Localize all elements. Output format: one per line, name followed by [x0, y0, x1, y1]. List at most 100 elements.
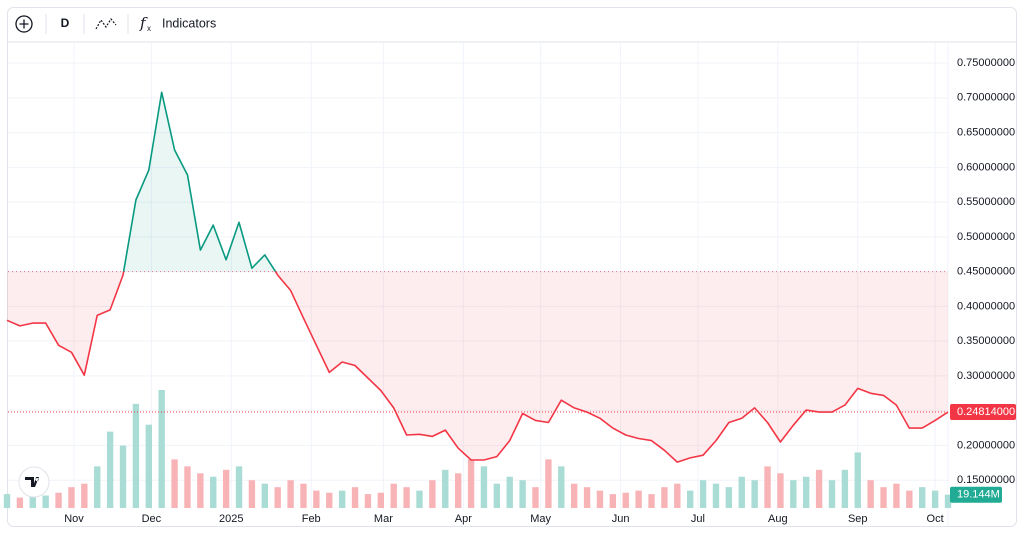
- volume-bar: [235, 466, 243, 508]
- volume-bar: [583, 487, 591, 508]
- volume-bar: [171, 459, 178, 508]
- volume-bar: [493, 483, 501, 508]
- volume-bar: [622, 492, 629, 508]
- y-tick-label: 0.70000000: [957, 92, 1015, 104]
- y-tick-label: 0.40000000: [957, 300, 1015, 312]
- y-tick-label: 0.75000000: [957, 57, 1015, 69]
- volume-bar: [648, 494, 655, 508]
- volume-bar: [261, 483, 268, 508]
- y-tick-label: 0.50000000: [957, 231, 1015, 243]
- volume-bar: [674, 483, 681, 508]
- x-tick-label: Oct: [927, 513, 944, 525]
- volume-bar: [29, 490, 36, 508]
- volume-bar: [790, 480, 797, 508]
- x-tick-label: Apr: [455, 513, 472, 525]
- volume-bar: [377, 492, 385, 508]
- volume-bar: [106, 431, 114, 508]
- indicators-icon[interactable]: x: [147, 24, 151, 33]
- volume-bar: [661, 487, 668, 508]
- volume-bar: [429, 480, 436, 508]
- volume-bar: [442, 469, 449, 508]
- volume-bar: [596, 490, 604, 508]
- logo-mark: [25, 477, 39, 487]
- volume-bar: [699, 480, 707, 508]
- volume-bar: [480, 466, 488, 508]
- indicators-icon[interactable]: f: [139, 14, 148, 32]
- volume-bar: [880, 487, 887, 508]
- volume-bar: [609, 494, 617, 508]
- volume-bar: [467, 459, 475, 508]
- volume-bar: [764, 466, 771, 508]
- y-tick-label: 0.60000000: [957, 161, 1015, 173]
- volume-bar: [403, 487, 410, 508]
- x-tick-label: 2025: [219, 513, 243, 525]
- last-price-label: 0.24814000: [957, 406, 1015, 418]
- volume-bar: [841, 469, 849, 508]
- x-tick-label: Feb: [302, 513, 321, 525]
- volume-bar: [3, 494, 11, 508]
- volume-bar: [42, 495, 49, 508]
- y-tick-label: 0.30000000: [957, 370, 1015, 382]
- volume-bar: [416, 490, 423, 508]
- volume-bar: [338, 490, 346, 508]
- y-tick-label: 0.45000000: [957, 266, 1015, 278]
- x-tick-label: Mar: [374, 513, 393, 525]
- volume-bar: [803, 476, 810, 508]
- volume-bar: [313, 490, 320, 508]
- volume-bar: [158, 390, 165, 508]
- volume-bar: [738, 476, 745, 508]
- volume-bar: [635, 490, 642, 508]
- x-tick-label: Nov: [64, 513, 84, 525]
- volume-bar: [558, 466, 565, 508]
- add-icon: [15, 15, 33, 33]
- volume-bar: [532, 487, 539, 508]
- interval-button[interactable]: D: [61, 16, 70, 30]
- y-tick-label: 0.35000000: [957, 335, 1015, 347]
- volume-bar: [248, 480, 256, 508]
- volume-bar: [828, 480, 836, 508]
- x-tick-label: Sep: [848, 513, 868, 525]
- x-tick-label: Jun: [612, 513, 630, 525]
- volume-bar: [777, 473, 784, 508]
- volume-bar: [132, 403, 140, 508]
- volume-bar: [712, 483, 720, 508]
- volume-bar: [197, 473, 204, 508]
- price-line: [6, 91, 949, 463]
- x-tick-label: Aug: [768, 513, 788, 525]
- volume-bar: [390, 483, 397, 508]
- volume-bar: [274, 487, 281, 508]
- y-tick-label: 0.15000000: [957, 474, 1015, 486]
- indicators-button[interactable]: Indicators: [162, 16, 216, 30]
- add-button[interactable]: [15, 15, 33, 33]
- volume-bar: [519, 480, 526, 508]
- last-volume-box: [950, 486, 1002, 503]
- volume-bar: [944, 494, 952, 508]
- volume-bar: [68, 487, 75, 508]
- logo[interactable]: [18, 466, 50, 498]
- volume-bar: [545, 459, 552, 508]
- y-tick-label: 0.20000000: [957, 439, 1015, 451]
- add-icon: [19, 19, 29, 29]
- plot: [3, 43, 952, 510]
- volume-bar: [351, 487, 359, 508]
- volume-bar: [81, 483, 88, 508]
- volume-bar: [906, 490, 913, 508]
- volume-bar: [931, 490, 939, 508]
- volume-bar: [867, 480, 874, 508]
- volume-bar: [815, 469, 823, 508]
- x-tick-label: Jul: [691, 513, 705, 525]
- chart-type-button[interactable]: [95, 17, 117, 30]
- y-tick-label: 0.65000000: [957, 127, 1015, 139]
- last-price-box: [950, 403, 1016, 420]
- volume-bar: [326, 492, 333, 508]
- x-tick-label: Dec: [142, 513, 162, 525]
- y-tick-label: 0.55000000: [957, 196, 1015, 208]
- volume-bar: [119, 445, 127, 508]
- x-tick-label: May: [530, 513, 551, 525]
- last-volume-label: 19.144M: [957, 489, 1000, 501]
- volume-bar: [145, 424, 152, 508]
- volume-bar: [364, 494, 372, 508]
- volume-bar: [210, 476, 217, 508]
- volume-bar: [300, 483, 307, 508]
